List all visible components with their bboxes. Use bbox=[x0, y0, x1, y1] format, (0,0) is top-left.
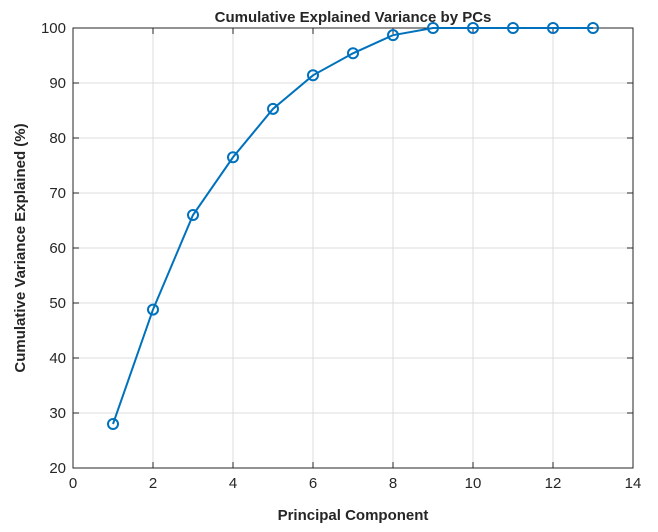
data-point-marker bbox=[307, 69, 319, 82]
x-tick-label: 10 bbox=[465, 475, 482, 492]
y-tick-label: 80 bbox=[49, 130, 66, 147]
y-tick-label: 40 bbox=[49, 350, 66, 367]
chart-title: Cumulative Explained Variance by PCs bbox=[215, 9, 492, 26]
data-point-marker bbox=[147, 303, 159, 316]
data-point-marker bbox=[267, 102, 279, 115]
x-tick-label: 0 bbox=[69, 475, 77, 492]
grid-layer bbox=[73, 28, 633, 468]
y-axis-title: Cumulative Variance Explained (%) bbox=[12, 123, 29, 372]
y-tick-label: 20 bbox=[49, 460, 66, 477]
data-point-marker bbox=[547, 22, 559, 34]
x-tick-label: 12 bbox=[545, 475, 562, 492]
y-tick-label: 100 bbox=[41, 20, 66, 37]
x-tick-label: 6 bbox=[309, 475, 317, 492]
series-line bbox=[112, 27, 593, 425]
x-tick-label: 14 bbox=[625, 475, 642, 492]
x-tick-label: 4 bbox=[229, 475, 237, 492]
data-point-marker bbox=[587, 22, 599, 34]
y-tick-label: 60 bbox=[49, 240, 66, 257]
data-point-marker bbox=[227, 151, 239, 164]
data-point-marker bbox=[507, 22, 519, 34]
data-point-marker bbox=[427, 22, 439, 34]
data-point-marker bbox=[107, 418, 119, 430]
data-point-marker bbox=[467, 22, 479, 34]
x-tick-label: 2 bbox=[149, 475, 157, 492]
data-point-marker bbox=[187, 209, 199, 221]
x-axis-title: Principal Component bbox=[278, 507, 429, 524]
data-point-marker bbox=[387, 29, 399, 42]
series-layer bbox=[107, 22, 599, 430]
x-tick-label: 8 bbox=[389, 475, 397, 492]
data-point-marker bbox=[347, 47, 359, 60]
y-tick-label: 50 bbox=[49, 295, 66, 312]
y-tick-label: 90 bbox=[49, 75, 66, 92]
y-tick-label: 30 bbox=[49, 405, 66, 422]
tick-layer: 0 2 4 6 8 10 12 14 20 30 40 50 60 70 80 90 100 bbox=[41, 20, 641, 492]
y-tick-label: 70 bbox=[49, 185, 66, 202]
